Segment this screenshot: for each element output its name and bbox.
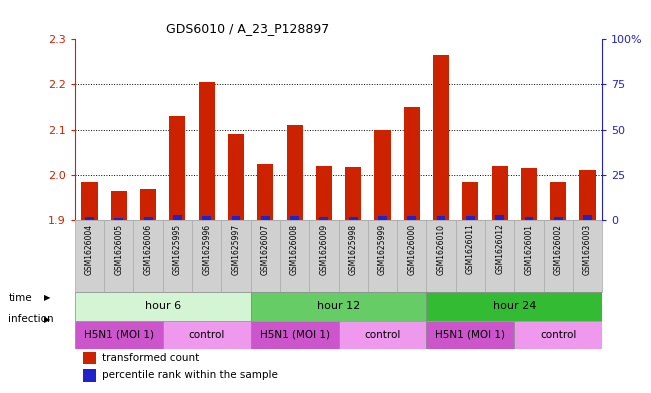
Text: GSM1625997: GSM1625997 <box>232 224 240 275</box>
FancyBboxPatch shape <box>251 321 339 349</box>
FancyBboxPatch shape <box>514 321 602 349</box>
Text: GDS6010 / A_23_P128897: GDS6010 / A_23_P128897 <box>166 22 329 35</box>
Bar <box>202 216 211 220</box>
FancyBboxPatch shape <box>544 220 573 292</box>
Text: hour 24: hour 24 <box>493 301 536 311</box>
Text: GSM1626012: GSM1626012 <box>495 224 504 274</box>
Text: H5N1 (MOI 1): H5N1 (MOI 1) <box>260 330 329 340</box>
Bar <box>83 351 96 364</box>
FancyBboxPatch shape <box>163 321 251 349</box>
Text: GSM1626001: GSM1626001 <box>525 224 533 275</box>
FancyBboxPatch shape <box>426 321 514 349</box>
FancyBboxPatch shape <box>573 220 602 292</box>
FancyBboxPatch shape <box>104 220 133 292</box>
Text: control: control <box>365 330 400 340</box>
FancyBboxPatch shape <box>163 220 192 292</box>
Text: hour 6: hour 6 <box>145 301 181 311</box>
Bar <box>583 215 592 220</box>
Bar <box>173 215 182 220</box>
FancyBboxPatch shape <box>309 220 339 292</box>
Text: GSM1625998: GSM1625998 <box>349 224 357 275</box>
FancyBboxPatch shape <box>339 220 368 292</box>
Bar <box>320 217 328 220</box>
Bar <box>286 125 303 220</box>
FancyBboxPatch shape <box>397 220 426 292</box>
Bar <box>433 55 449 220</box>
Text: GSM1626008: GSM1626008 <box>290 224 299 275</box>
FancyBboxPatch shape <box>251 220 280 292</box>
Bar <box>550 182 566 220</box>
FancyBboxPatch shape <box>75 220 104 292</box>
Bar <box>345 167 361 220</box>
Text: control: control <box>189 330 225 340</box>
Bar <box>349 217 357 220</box>
Bar <box>378 216 387 220</box>
FancyBboxPatch shape <box>456 220 485 292</box>
FancyBboxPatch shape <box>426 220 456 292</box>
FancyBboxPatch shape <box>426 292 602 321</box>
Bar <box>579 170 596 220</box>
Bar <box>521 168 537 220</box>
FancyBboxPatch shape <box>251 292 426 321</box>
Bar <box>228 134 244 220</box>
Text: percentile rank within the sample: percentile rank within the sample <box>102 370 278 380</box>
Text: GSM1626002: GSM1626002 <box>554 224 562 275</box>
Bar <box>525 217 533 220</box>
Bar <box>554 217 562 220</box>
FancyBboxPatch shape <box>514 220 544 292</box>
FancyBboxPatch shape <box>75 292 251 321</box>
Bar <box>290 216 299 220</box>
Bar <box>144 217 152 220</box>
Bar <box>492 166 508 220</box>
Bar <box>374 130 391 220</box>
Bar <box>495 215 504 220</box>
Text: GSM1626011: GSM1626011 <box>466 224 475 274</box>
FancyBboxPatch shape <box>280 220 309 292</box>
Text: control: control <box>540 330 576 340</box>
Bar <box>140 189 156 220</box>
Bar <box>169 116 186 220</box>
Bar <box>462 182 478 220</box>
Text: GSM1625999: GSM1625999 <box>378 224 387 275</box>
Text: ▶: ▶ <box>44 294 51 302</box>
Bar <box>81 182 98 220</box>
FancyBboxPatch shape <box>221 220 251 292</box>
Text: GSM1626004: GSM1626004 <box>85 224 94 275</box>
Text: H5N1 (MOI 1): H5N1 (MOI 1) <box>84 330 154 340</box>
Bar <box>257 163 273 220</box>
FancyBboxPatch shape <box>339 321 426 349</box>
FancyBboxPatch shape <box>368 220 397 292</box>
Bar <box>316 166 332 220</box>
Bar <box>232 217 240 220</box>
Text: infection: infection <box>8 314 54 324</box>
Bar <box>83 369 96 382</box>
Bar <box>111 191 127 220</box>
Text: GSM1626005: GSM1626005 <box>115 224 123 275</box>
Text: GSM1626007: GSM1626007 <box>261 224 270 275</box>
Text: GSM1625995: GSM1625995 <box>173 224 182 275</box>
Text: transformed count: transformed count <box>102 353 200 363</box>
Bar <box>408 216 416 220</box>
FancyBboxPatch shape <box>75 321 163 349</box>
Text: H5N1 (MOI 1): H5N1 (MOI 1) <box>436 330 505 340</box>
Text: ▶: ▶ <box>44 315 51 323</box>
Bar <box>115 218 123 220</box>
Bar <box>437 216 445 220</box>
Text: GSM1626010: GSM1626010 <box>437 224 445 275</box>
Bar <box>261 217 270 220</box>
Text: GSM1626000: GSM1626000 <box>408 224 416 275</box>
Text: hour 12: hour 12 <box>317 301 360 311</box>
Bar <box>404 107 420 220</box>
Text: GSM1625996: GSM1625996 <box>202 224 211 275</box>
FancyBboxPatch shape <box>133 220 163 292</box>
Text: GSM1626009: GSM1626009 <box>320 224 328 275</box>
FancyBboxPatch shape <box>192 220 221 292</box>
FancyBboxPatch shape <box>485 220 514 292</box>
Bar <box>85 217 94 220</box>
Bar <box>466 217 475 220</box>
Text: GSM1626006: GSM1626006 <box>144 224 152 275</box>
Text: time: time <box>8 293 32 303</box>
Bar <box>199 82 215 220</box>
Text: GSM1626003: GSM1626003 <box>583 224 592 275</box>
